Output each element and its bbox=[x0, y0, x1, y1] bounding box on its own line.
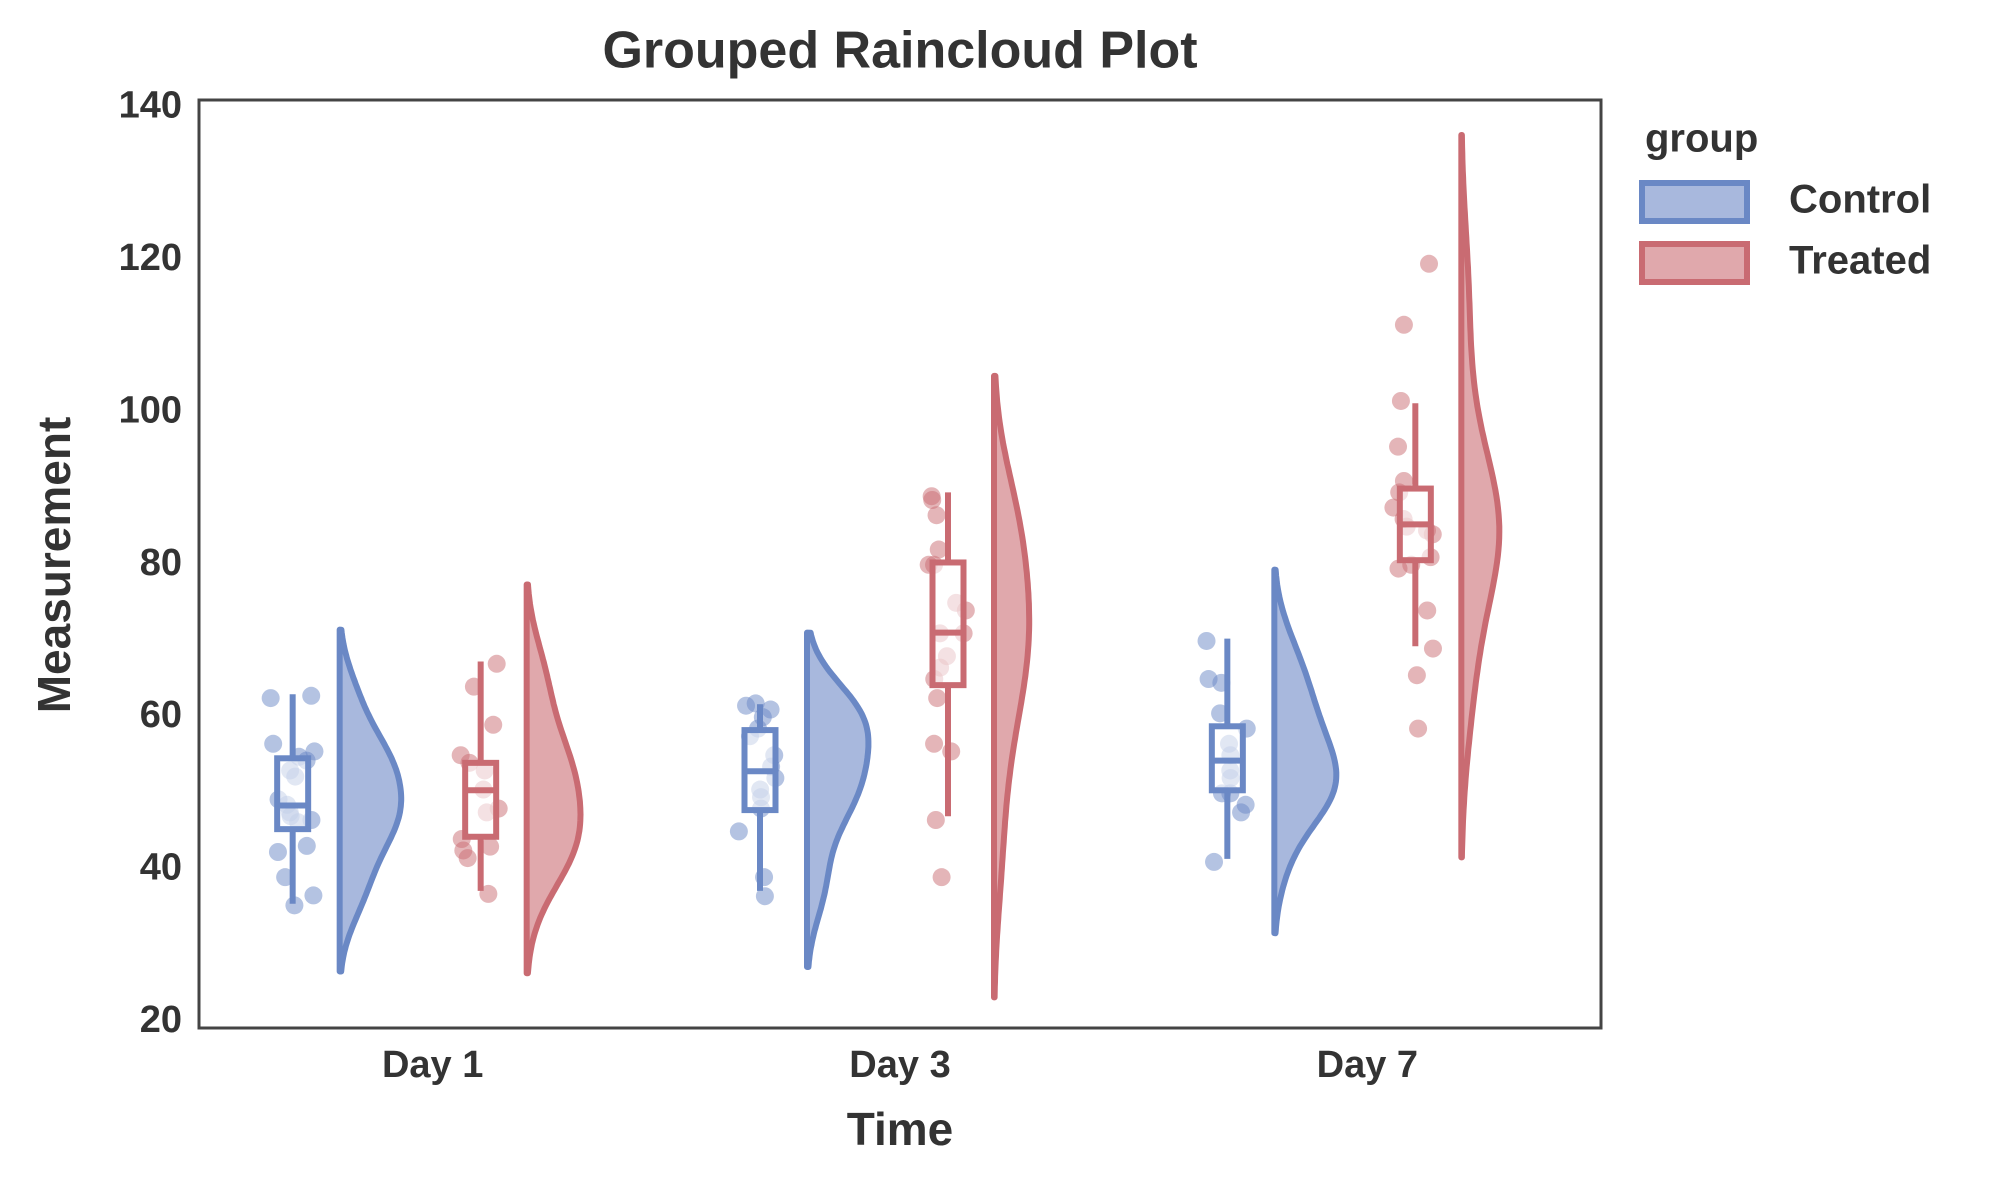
y-tick-label: 40 bbox=[140, 847, 182, 889]
data-point bbox=[1232, 803, 1251, 822]
box bbox=[274, 755, 312, 833]
x-tick-label: Day 1 bbox=[382, 1044, 483, 1086]
y-tick-label: 100 bbox=[119, 389, 182, 431]
data-point bbox=[1423, 639, 1442, 658]
legend-swatch bbox=[1639, 241, 1750, 285]
half-violin bbox=[1271, 566, 1340, 937]
data-point bbox=[304, 886, 323, 905]
plot-frame bbox=[197, 98, 1603, 1030]
data-point bbox=[1389, 437, 1408, 456]
y-tick-label: 20 bbox=[140, 999, 182, 1041]
data-point bbox=[1409, 719, 1428, 738]
legend-title: group bbox=[1645, 117, 1758, 161]
data-point bbox=[1394, 315, 1413, 334]
y-tick-label: 60 bbox=[140, 694, 182, 736]
y-tick-label: 140 bbox=[119, 85, 182, 127]
data-point bbox=[276, 868, 295, 887]
data-point bbox=[928, 689, 947, 708]
data-point bbox=[479, 884, 498, 903]
legend-label: Control bbox=[1789, 178, 1931, 222]
data-point bbox=[926, 811, 945, 829]
legend-label: Treated bbox=[1789, 239, 1931, 283]
data-point bbox=[942, 742, 961, 761]
y-tick-label: 80 bbox=[140, 542, 182, 584]
data-point bbox=[302, 686, 321, 705]
data-point bbox=[487, 654, 506, 673]
data-point bbox=[932, 868, 951, 887]
half-violin bbox=[523, 581, 584, 977]
x-axis-label: Time bbox=[847, 1103, 954, 1155]
data-point bbox=[261, 689, 280, 708]
y-tick-label: 120 bbox=[119, 237, 182, 279]
data-point bbox=[1205, 852, 1224, 871]
half-violin bbox=[804, 629, 872, 970]
half-violin bbox=[336, 626, 405, 975]
data-point bbox=[297, 836, 316, 855]
legend-swatch bbox=[1639, 180, 1750, 224]
box bbox=[462, 759, 500, 840]
data-point bbox=[927, 506, 946, 525]
data-point bbox=[458, 849, 477, 868]
data-point bbox=[481, 837, 500, 856]
data-point bbox=[484, 715, 503, 734]
x-tick-label: Day 3 bbox=[849, 1044, 950, 1086]
data-point bbox=[1389, 559, 1408, 578]
data-point bbox=[923, 491, 942, 509]
data-point bbox=[268, 843, 287, 861]
chart-title: Grouped Raincloud Plot bbox=[602, 22, 1197, 80]
data-point bbox=[1391, 391, 1410, 410]
y-axis-label: Measurement bbox=[28, 417, 80, 714]
data-point bbox=[1197, 631, 1216, 650]
data-point bbox=[264, 734, 283, 753]
data-point bbox=[1420, 254, 1439, 273]
x-tick-label: Day 7 bbox=[1317, 1044, 1418, 1086]
data-point bbox=[729, 822, 748, 841]
data-point bbox=[1418, 601, 1437, 620]
half-violin bbox=[991, 372, 1033, 1001]
half-violin bbox=[1458, 131, 1503, 861]
data-point bbox=[929, 540, 948, 559]
data-point bbox=[925, 734, 944, 753]
data-point bbox=[755, 887, 774, 906]
data-point bbox=[1407, 666, 1426, 685]
box bbox=[929, 559, 967, 689]
